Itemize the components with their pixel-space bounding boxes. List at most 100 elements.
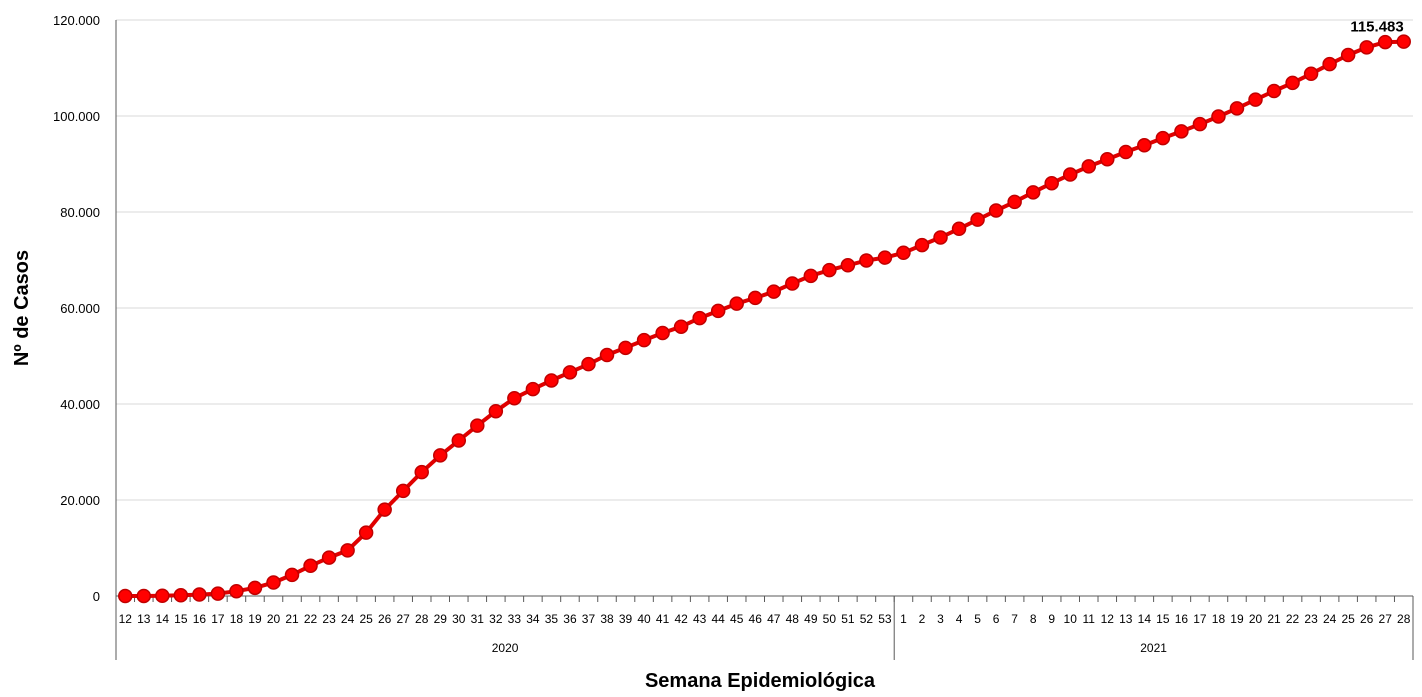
x-tick-label: 32 [489, 612, 503, 626]
x-tick-label: 43 [693, 612, 707, 626]
x-tick-label: 5 [974, 612, 981, 626]
x-tick-label: 21 [285, 612, 299, 626]
x-tick-label: 16 [1175, 612, 1189, 626]
data-point [1266, 83, 1282, 99]
x-tick-label: 35 [545, 612, 559, 626]
data-point [433, 448, 448, 463]
data-point [451, 433, 467, 448]
data-point [266, 575, 281, 590]
data-point [803, 268, 819, 284]
x-tick-label: 8 [1030, 612, 1037, 626]
data-point [210, 586, 226, 601]
axes [115, 20, 1414, 660]
y-tick-label: 20.000 [60, 493, 100, 508]
x-tick-label: 25 [1341, 612, 1355, 626]
data-point [1211, 109, 1226, 124]
data-point [1137, 138, 1152, 153]
x-tick-label: 21 [1267, 612, 1281, 626]
x-tick-label: 18 [230, 612, 244, 626]
data-point [247, 580, 263, 596]
x-tick-label: 12 [1101, 612, 1115, 626]
x-tick-label: 24 [341, 612, 355, 626]
data-point [562, 365, 578, 380]
x-tick-label: 48 [786, 612, 800, 626]
data-point [655, 325, 670, 341]
data-point [1303, 66, 1319, 82]
x-tick-label: 38 [600, 612, 614, 626]
x-tick-label: 50 [823, 612, 837, 626]
x-tick-label: 2 [919, 612, 926, 626]
x-tick-label: 15 [174, 612, 188, 626]
data-point [970, 212, 985, 227]
data-point [1118, 144, 1134, 160]
data-point [321, 550, 337, 565]
x-tick-label: 27 [1379, 612, 1393, 626]
x-tick-label: 34 [526, 612, 540, 626]
data-point [1100, 151, 1115, 167]
series-line [125, 39, 1404, 598]
data-point [303, 558, 318, 574]
data-point [1229, 101, 1245, 116]
data-point [673, 319, 689, 334]
data-point [488, 403, 504, 419]
x-tick-label: 3 [937, 612, 944, 626]
x-tick-label: 22 [1286, 612, 1300, 626]
labels: 0 20.000 40.000 60.000 80.000 100.000 120.000 1… [53, 13, 1411, 655]
x-tick-label: 30 [452, 612, 466, 626]
data-point [155, 588, 170, 604]
data-point [340, 543, 355, 558]
data-point [618, 340, 633, 356]
data-point [192, 587, 207, 602]
x-tick-label: 10 [1064, 612, 1078, 626]
data-point [951, 221, 967, 237]
x-tick-label: 33 [508, 612, 522, 626]
x-tick-label: 14 [156, 612, 170, 626]
x-tick-label: 28 [415, 612, 429, 626]
data-point [710, 303, 726, 319]
x-tick-label: 53 [878, 612, 892, 626]
x-group-label: 2021 [1140, 641, 1167, 655]
x-tick-label: 6 [993, 612, 1000, 626]
x-tick-label: 39 [619, 612, 633, 626]
data-point [729, 296, 744, 311]
data-point [914, 237, 930, 253]
data-point [636, 332, 652, 348]
x-tick-label: 20 [1249, 612, 1263, 626]
y-tick-label: 100.000 [53, 109, 100, 124]
data-point [284, 567, 300, 583]
x-tick-label: 18 [1212, 612, 1226, 626]
series-line [125, 39, 1404, 598]
x-tick-label: 49 [804, 612, 818, 626]
series-markers [118, 34, 1411, 604]
data-point [896, 245, 911, 261]
x-tick-label: 52 [860, 612, 874, 626]
data-point [692, 310, 707, 326]
x-tick-label: 16 [193, 612, 207, 626]
x-tick-label: 14 [1138, 612, 1152, 626]
x-tick-label: 15 [1156, 612, 1170, 626]
x-tick-label: 29 [434, 612, 448, 626]
y-tick-label: 40.000 [60, 397, 100, 412]
data-point [414, 464, 429, 480]
x-tick-label: 51 [841, 612, 855, 626]
x-tick-label: 36 [563, 612, 577, 626]
data-point [1044, 175, 1059, 191]
x-tick-label: 23 [1304, 612, 1318, 626]
x-tick-label: 28 [1397, 612, 1411, 626]
x-tick-label: 41 [656, 612, 670, 626]
x-group-label: 2020 [492, 641, 519, 655]
x-tick-label: 19 [248, 612, 262, 626]
y-tick-label: 0 [93, 589, 100, 604]
data-point [395, 483, 411, 499]
x-tick-label: 42 [674, 612, 688, 626]
x-tick-label: 17 [1193, 612, 1207, 626]
data-point [470, 418, 485, 433]
y-tick-label: 120.000 [53, 13, 100, 28]
y-axis-title: Nº de Casos [11, 250, 33, 366]
x-tick-label: 4 [956, 612, 963, 626]
data-point [358, 525, 374, 540]
data-point [599, 347, 615, 363]
x-axis-title: Semana Epidemiológica [645, 670, 876, 692]
x-tick-label: 17 [211, 612, 225, 626]
data-point [229, 583, 244, 599]
